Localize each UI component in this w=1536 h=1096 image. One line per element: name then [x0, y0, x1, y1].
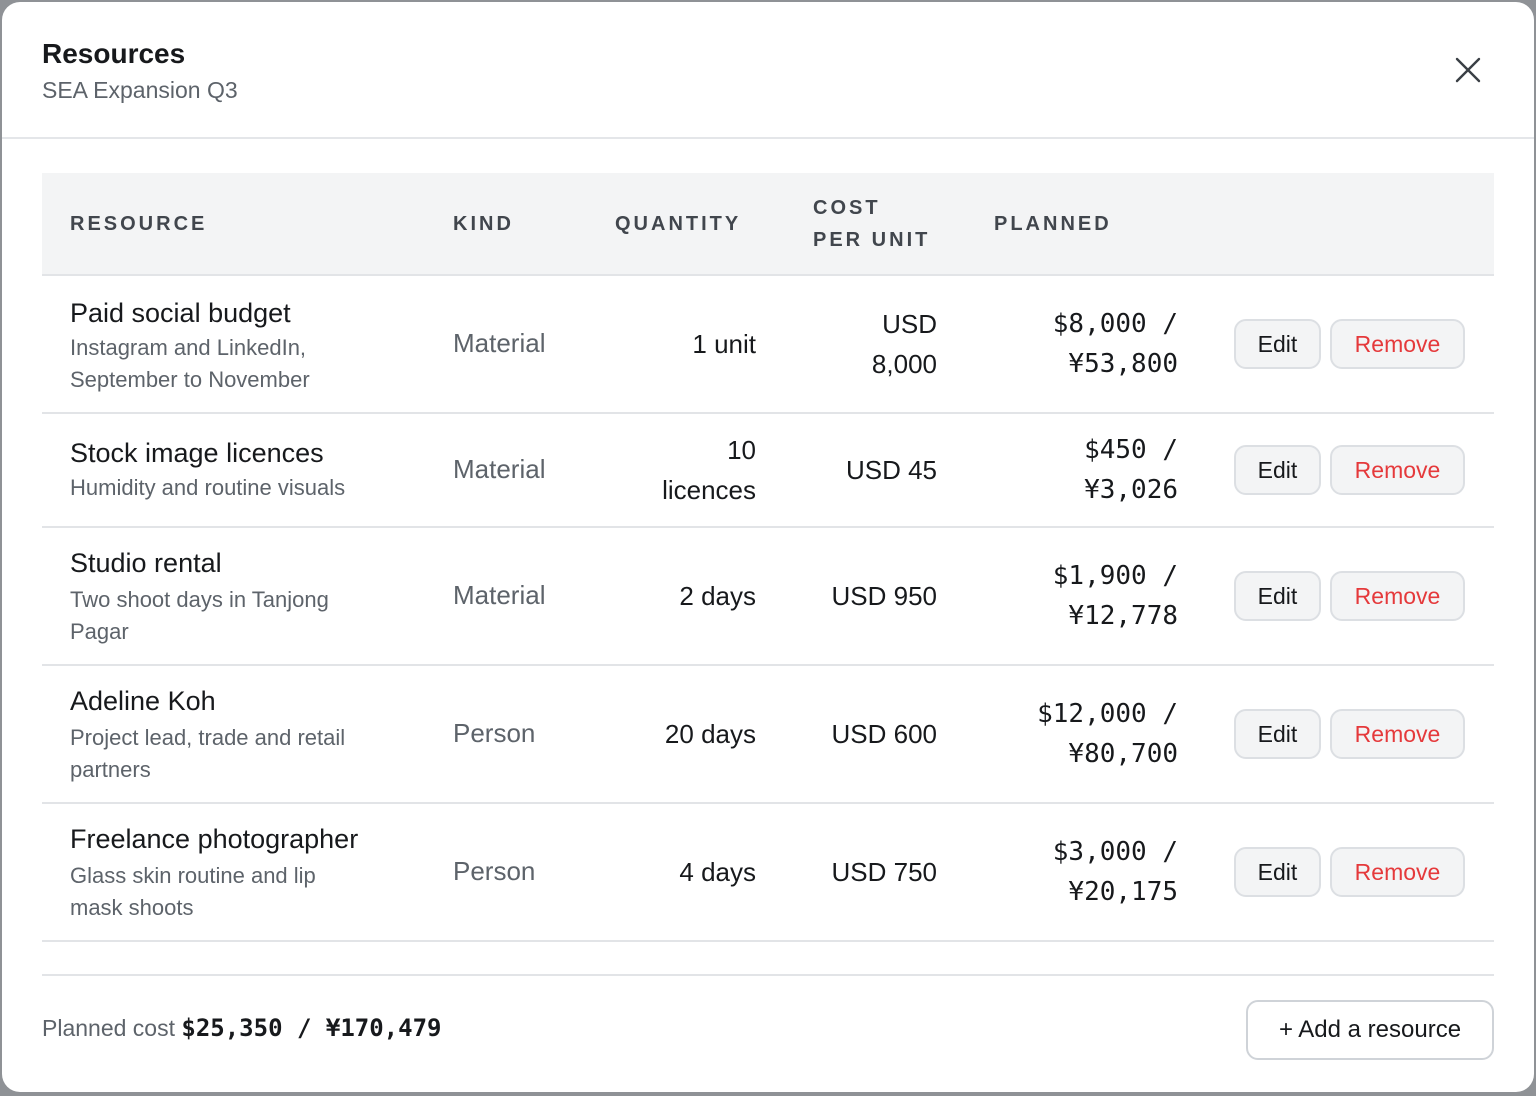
resource-cost-per-unit: 8,000 [871, 349, 937, 379]
resource-cost-per-unit: USD 950 [831, 581, 938, 611]
header-cost-line2: PER UNIT [813, 229, 931, 251]
resource-planned: ¥80,700 [1068, 739, 1178, 769]
resource-desc: Pagar [70, 619, 129, 644]
resource-desc: Humidity and routine visuals [70, 475, 346, 500]
header-quantity: QUANTITY [615, 213, 742, 235]
close-icon [1455, 57, 1481, 83]
table-row: Freelance photographer Glass skin routin… [42, 804, 1494, 942]
table-row: Paid social budget Instagram and LinkedI… [42, 276, 1494, 414]
modal-header: Resources SEA Expansion Q3 [2, 2, 1534, 139]
resource-quantity: 2 days [679, 581, 756, 611]
table-row: Studio rental Two shoot days in Tanjong … [42, 528, 1494, 666]
resource-planned: $8,000 / [1052, 309, 1178, 339]
resource-desc: Two shoot days in Tanjong [70, 587, 329, 612]
table-row: Stock image licences Humidity and routin… [42, 414, 1494, 528]
resource-desc: Project lead, trade and retail [70, 725, 346, 750]
close-button[interactable] [1448, 50, 1488, 90]
edit-button[interactable]: Edit [1234, 709, 1321, 759]
remove-button[interactable]: Remove [1330, 445, 1465, 495]
remove-button[interactable]: Remove [1330, 709, 1465, 759]
edit-button[interactable]: Edit [1234, 571, 1321, 621]
resource-planned: ¥3,026 [1084, 475, 1178, 505]
resource-cost-per-unit: USD 750 [831, 857, 938, 887]
resource-desc: partners [70, 757, 151, 782]
resource-quantity: 20 days [664, 719, 756, 749]
resource-planned: $450 / [1084, 435, 1178, 465]
remove-button[interactable]: Remove [1330, 319, 1465, 369]
header-planned: PLANNED [994, 213, 1112, 235]
planned-cost-summary: Planned cost $25,350 / ¥170,479 [42, 1014, 441, 1042]
resource-quantity: 1 unit [692, 329, 756, 359]
table-header: RESOURCE KIND QUANTITY COST PER UNIT PLA… [42, 173, 1494, 276]
resource-planned: ¥53,800 [1068, 349, 1178, 379]
header-kind: KIND [453, 213, 514, 235]
resource-name: Paid social budget [70, 298, 291, 328]
resource-planned: $3,000 / [1052, 837, 1178, 867]
resource-name: Freelance photographer [70, 824, 359, 854]
resource-planned: $12,000 / [1037, 699, 1178, 729]
add-resource-button[interactable]: + Add a resource [1246, 1000, 1494, 1060]
resources-table: RESOURCE KIND QUANTITY COST PER UNIT PLA… [42, 173, 1494, 942]
resource-desc: mask shoots [70, 895, 194, 920]
modal-title: Resources [42, 38, 186, 69]
resource-quantity: 10 [727, 435, 756, 465]
resource-quantity: licences [662, 475, 756, 505]
table-row: Adeline Koh Project lead, trade and reta… [42, 666, 1494, 804]
resource-planned: $1,900 / [1052, 561, 1178, 591]
resource-planned: ¥12,778 [1068, 601, 1178, 631]
edit-button[interactable]: Edit [1234, 445, 1321, 495]
resource-kind: Material [453, 454, 546, 484]
resource-cost-per-unit: USD [882, 309, 937, 339]
resource-desc: Glass skin routine and lip [70, 863, 316, 888]
resource-cost-per-unit: USD 45 [845, 455, 937, 485]
planned-cost-total: $25,350 / ¥170,479 [181, 1014, 442, 1042]
resource-name: Stock image licences [70, 438, 324, 468]
remove-button[interactable]: Remove [1330, 847, 1465, 897]
header-cost-line1: COST [813, 197, 881, 219]
resource-desc: Instagram and LinkedIn, [70, 335, 307, 360]
resource-kind: Material [453, 580, 546, 610]
resource-cost-per-unit: USD 600 [831, 719, 938, 749]
edit-button[interactable]: Edit [1234, 319, 1321, 369]
header-resource: RESOURCE [70, 213, 208, 235]
resource-desc: September to November [70, 367, 310, 392]
resource-kind: Person [453, 718, 536, 748]
planned-cost-label: Planned cost [42, 1015, 175, 1041]
resource-name: Adeline Koh [70, 686, 216, 716]
modal-subtitle: SEA Expansion Q3 [42, 77, 238, 103]
footer-divider [42, 974, 1494, 976]
edit-button[interactable]: Edit [1234, 847, 1321, 897]
resource-kind: Material [453, 328, 546, 358]
resource-name: Studio rental [70, 548, 222, 578]
resource-quantity: 4 days [679, 857, 756, 887]
resource-planned: ¥20,175 [1068, 877, 1178, 907]
remove-button[interactable]: Remove [1330, 571, 1465, 621]
resource-kind: Person [453, 856, 536, 886]
